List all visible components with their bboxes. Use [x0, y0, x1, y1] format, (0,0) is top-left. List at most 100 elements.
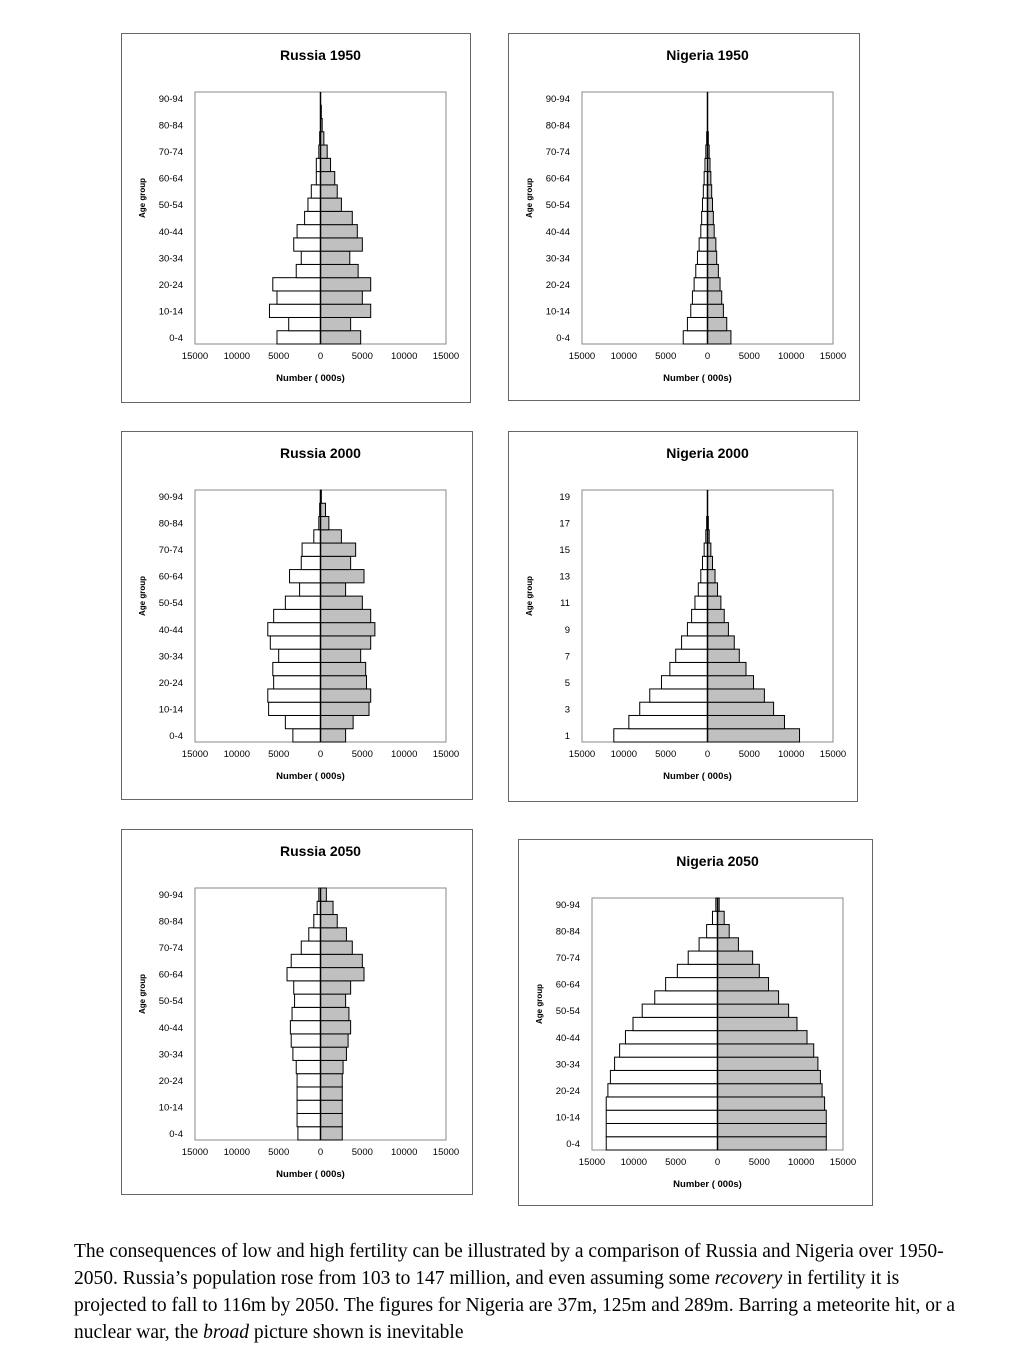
bar-male [690, 303, 708, 318]
bar-male [289, 1020, 322, 1035]
bar-female [320, 555, 352, 571]
bar-female [320, 993, 347, 1008]
bar-female [320, 502, 327, 518]
bar-female [320, 635, 372, 650]
bar-male [291, 1006, 321, 1022]
bar-male [295, 1059, 321, 1075]
bar-female [320, 1086, 343, 1101]
y-tick-label: 60-64 [546, 174, 570, 185]
x-tick-label: 10000 [391, 1147, 417, 1158]
y-tick-label: 10-14 [159, 1102, 183, 1113]
y-tick-label: 0-4 [169, 731, 183, 742]
x-axis-label: Number ( 000s) [276, 373, 345, 384]
bar-male [290, 953, 321, 969]
x-tick-label: 5000 [268, 749, 289, 760]
bar-male [300, 940, 322, 955]
y-tick-label: 30-34 [159, 1049, 183, 1060]
bar-male [649, 688, 709, 703]
bar-female [717, 1096, 826, 1111]
x-tick-label: 10000 [788, 1157, 814, 1168]
bar-male [639, 701, 708, 716]
bar-male [695, 263, 708, 279]
bar-male [295, 263, 321, 279]
bar-female [707, 635, 735, 650]
y-tick-label: 80-84 [159, 121, 183, 132]
x-tick-label: 15000 [579, 1157, 605, 1168]
bar-female [707, 290, 723, 305]
y-tick-label: 70-74 [556, 953, 580, 964]
y-tick-label: 40-44 [546, 227, 570, 238]
x-tick-label: 10000 [611, 351, 637, 362]
y-axis-label: Age group [525, 576, 534, 616]
bar-male [304, 210, 321, 226]
bar-male [273, 675, 321, 690]
y-tick-label: 13 [559, 572, 570, 583]
bar-female [320, 184, 338, 199]
bar-male [308, 927, 321, 942]
bar-male [292, 1046, 321, 1061]
bar-male [269, 635, 322, 650]
bar-male [624, 1030, 718, 1045]
bar-male [294, 993, 322, 1008]
x-axis-label: Number ( 000s) [276, 1169, 345, 1180]
x-tick-label: 5000 [655, 749, 676, 760]
bar-female [717, 1043, 815, 1058]
bar-female [717, 937, 739, 952]
bar-female [707, 622, 729, 637]
y-tick-label: 70-74 [546, 147, 570, 158]
x-tick-label: 10000 [224, 749, 250, 760]
y-tick-label: 50-54 [159, 200, 183, 211]
bar-female [320, 701, 370, 716]
y-tick-label: 80-84 [159, 917, 183, 928]
y-tick-label: 17 [559, 519, 570, 530]
y-tick-label: 20-24 [159, 678, 183, 689]
bar-female [707, 237, 717, 252]
x-tick-label: 15000 [820, 351, 846, 362]
bar-male [660, 675, 709, 690]
bar-female [717, 950, 754, 965]
bar-female [320, 224, 358, 239]
caption-part-1: The consequences of low and high fertili… [74, 1241, 944, 1289]
chart-title: Russia 2050 [280, 843, 361, 859]
bar-female [707, 263, 719, 279]
y-tick-label: 0-4 [556, 333, 570, 344]
y-tick-label: 90-94 [159, 492, 183, 503]
bar-female [320, 1059, 344, 1075]
bar-female [320, 887, 327, 902]
y-tick-label: 20-24 [159, 280, 183, 291]
bar-male [619, 1043, 718, 1058]
y-tick-label: 15 [559, 545, 570, 556]
x-tick-label: 5000 [655, 351, 676, 362]
bar-male [701, 197, 708, 212]
x-axis-label: Number ( 000s) [673, 1179, 742, 1190]
bar-male [605, 1136, 718, 1151]
bar-male [296, 224, 321, 239]
chart-nigeria-2000: Nigeria 2000 1 3 5 7 9 11 13 15 17 19 Age group 1500… [508, 431, 858, 802]
caption-emphasis-broad: broad [203, 1322, 250, 1343]
bar-female [320, 728, 347, 743]
bar-male [607, 1083, 718, 1098]
bar-male [691, 608, 708, 624]
bar-female [320, 250, 351, 265]
chart-svg: Russia 1950 0-4 10-14 20-24 30-34 40-44 50-54 6… [138, 47, 459, 384]
bar-male [701, 210, 708, 226]
y-tick-label: 40-44 [159, 1023, 183, 1034]
x-tick-label: 10000 [778, 351, 804, 362]
x-tick-label: 15000 [182, 749, 208, 760]
bar-male [267, 688, 321, 703]
bar-female [707, 648, 740, 663]
bar-female [717, 963, 760, 979]
x-tick-label: 10000 [224, 1147, 250, 1158]
chart-title: Nigeria 2050 [676, 853, 759, 869]
bar-female [320, 529, 342, 544]
bar-female [717, 1030, 808, 1045]
y-tick-label: 11 [560, 598, 570, 609]
bar-male [292, 728, 321, 743]
bar-female [320, 714, 354, 730]
bar-male [609, 1069, 718, 1085]
bar-female [320, 303, 372, 318]
y-tick-label: 50-54 [159, 996, 183, 1007]
bar-female [320, 1112, 343, 1128]
bar-female [717, 990, 780, 1005]
bar-female [717, 1083, 823, 1098]
